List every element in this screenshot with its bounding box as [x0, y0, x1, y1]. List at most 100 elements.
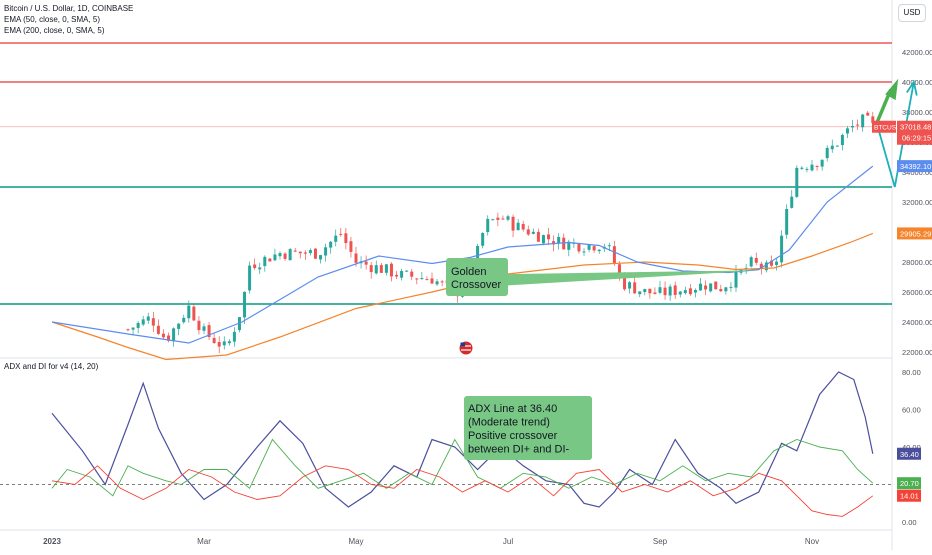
time-axis-tick: May: [348, 537, 363, 546]
candle-body: [769, 260, 773, 266]
candle-body: [344, 233, 348, 244]
candle-body: [612, 246, 616, 264]
candle-body: [785, 208, 789, 235]
time-axis-tick: Sep: [653, 537, 668, 546]
candle-body: [491, 219, 495, 221]
candle-body: [516, 222, 520, 231]
candle-body: [511, 216, 515, 231]
projection-arrowhead: [906, 79, 918, 96]
time-axis-tick: 2023: [43, 537, 61, 546]
candle-body: [643, 288, 647, 293]
time-axis-tick: Mar: [197, 537, 211, 546]
adx-note-box: [464, 396, 592, 460]
candle-body: [212, 337, 216, 344]
ema50-badge: [897, 160, 932, 173]
candle-body: [405, 270, 409, 272]
candle-body: [425, 279, 429, 281]
candle-body: [481, 232, 485, 246]
price-axis-tick: 28000.00: [902, 258, 932, 267]
symbol-badge: [872, 120, 896, 133]
candle-body: [577, 243, 581, 252]
price-axis-tick: 26000.00: [902, 288, 932, 297]
chart-title[interactable]: Bitcoin / U.S. Dollar, 1D, COINBASE: [4, 4, 134, 13]
candle-body: [521, 224, 525, 230]
candle-body: [688, 288, 692, 295]
last-price-label: 37018.48: [900, 123, 931, 132]
candle-body: [202, 326, 206, 331]
candle-body: [754, 257, 758, 263]
candle-body: [607, 245, 611, 247]
candle-body: [151, 318, 155, 326]
candle-body: [131, 327, 135, 330]
candle-body: [790, 196, 794, 208]
candle-body: [384, 264, 388, 273]
candle-body: [334, 235, 338, 242]
candle-body: [349, 241, 353, 252]
candle-body: [303, 252, 307, 254]
candle-body: [400, 271, 404, 278]
candle-body: [248, 265, 252, 291]
candle-body: [253, 264, 257, 269]
ema200-legend[interactable]: EMA (200, close, 0, SMA, 5): [4, 26, 105, 35]
candle-body: [541, 235, 545, 244]
candle-body: [683, 290, 687, 294]
candle-body: [222, 341, 226, 346]
arrow-green-head: [885, 78, 899, 101]
candle-body: [820, 159, 824, 167]
candle-body: [597, 249, 601, 252]
candle-body: [364, 261, 368, 265]
candle-body: [506, 216, 510, 220]
ema50-line: [51, 165, 874, 344]
candle-body: [704, 285, 708, 290]
candle-body: [369, 265, 373, 273]
candle-body: [628, 282, 632, 289]
candle-body: [232, 331, 236, 342]
candle-body: [547, 234, 551, 240]
candle-body: [871, 116, 875, 124]
currency-button[interactable]: USD: [898, 4, 926, 22]
candle-body: [673, 285, 677, 295]
adx-legend[interactable]: ADX and DI for v4 (14, 20): [4, 362, 99, 371]
candle-body: [795, 167, 799, 197]
candle-body: [197, 320, 201, 331]
candle-body: [440, 281, 444, 283]
candle-body: [719, 289, 723, 292]
candle-body: [592, 246, 596, 251]
candle-body: [557, 236, 561, 244]
candle-body: [617, 264, 621, 275]
candle-body: [410, 271, 414, 277]
candle-body: [800, 167, 804, 169]
candle-body: [815, 165, 819, 167]
candle-body: [496, 217, 500, 220]
candle-body: [187, 305, 191, 319]
adx-axis-tick: 60.00: [902, 406, 921, 415]
candle-body: [278, 253, 282, 257]
candle-body: [308, 250, 312, 254]
candle-body: [415, 278, 419, 280]
series-di-line: [51, 465, 874, 517]
ema50-legend[interactable]: EMA (50, close, 0, SMA, 5): [4, 15, 101, 24]
candle-body: [379, 265, 383, 273]
candle-body: [136, 322, 140, 328]
candle-body: [775, 261, 779, 265]
adx-note-line: (Moderate trend): [468, 417, 550, 429]
candle-body: [161, 333, 165, 338]
candle-body: [840, 134, 844, 146]
candle-body: [192, 306, 196, 321]
candle-body: [623, 274, 627, 290]
adx-value-badge: [897, 477, 921, 490]
price-axis-tick: 38000.00: [902, 108, 932, 117]
price-axis-tick: 24000.00: [902, 318, 932, 327]
price-axis-tick: 34000.00: [902, 168, 932, 177]
candle-body: [329, 241, 333, 248]
candle-body: [263, 256, 267, 267]
adx-axis-tick: 0.00: [902, 518, 917, 527]
golden-note-box: [446, 258, 508, 296]
price-axis-tick: 42000.00: [902, 48, 932, 57]
candle-body: [648, 288, 652, 294]
candle-body: [227, 341, 231, 344]
candle-body: [283, 253, 287, 259]
adx-note-line: between DI+ and DI-: [468, 444, 570, 456]
